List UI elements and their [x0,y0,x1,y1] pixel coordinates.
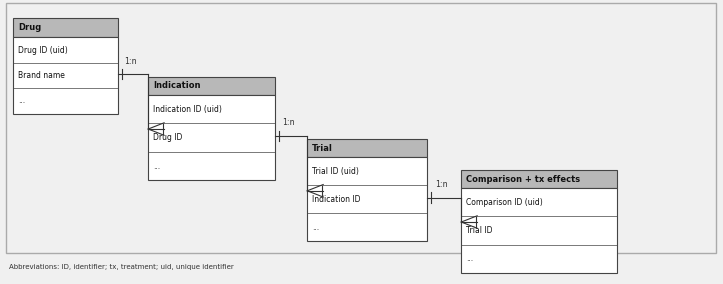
Text: Trial ID (uid): Trial ID (uid) [312,167,359,176]
Text: ...: ... [466,254,474,263]
Text: Comparison + tx effects: Comparison + tx effects [466,175,581,184]
Text: Trial: Trial [312,144,333,153]
Bar [13,37,118,114]
Text: ...: ... [153,162,161,171]
Bar [6,3,716,253]
Text: Indication: Indication [153,81,201,90]
Text: 1:n: 1:n [282,118,295,127]
Text: ...: ... [312,223,320,232]
Text: Trial ID: Trial ID [466,226,493,235]
Text: ...: ... [18,96,25,105]
Text: 1:n: 1:n [435,180,448,189]
Bar [307,139,427,157]
Bar [461,188,617,273]
Bar [461,170,617,188]
Bar [13,18,118,37]
Text: Abbreviations: ID, identifier; tx, treatment; uid, unique identifier: Abbreviations: ID, identifier; tx, treat… [9,264,234,270]
Text: Drug: Drug [18,24,41,32]
Bar [307,157,427,241]
Text: Drug ID: Drug ID [153,133,183,142]
Text: Indication ID (uid): Indication ID (uid) [153,105,222,114]
Text: Drug ID (uid): Drug ID (uid) [18,46,68,55]
Text: Comparison ID (uid): Comparison ID (uid) [466,198,543,207]
Bar [148,95,275,180]
Text: Brand name: Brand name [18,71,65,80]
Text: 1:n: 1:n [124,57,137,66]
Bar [148,77,275,95]
Text: Indication ID: Indication ID [312,195,361,204]
